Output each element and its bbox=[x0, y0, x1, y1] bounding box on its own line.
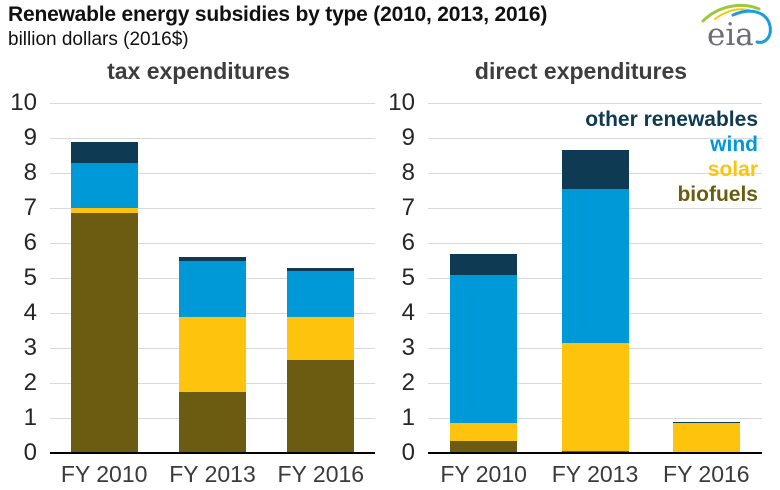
gridline bbox=[50, 173, 375, 174]
logo-swoosh-yellow bbox=[714, 8, 750, 20]
y-tick-label: 3 bbox=[23, 334, 37, 361]
gridline bbox=[50, 243, 375, 244]
y-tick-label: 4 bbox=[401, 299, 415, 326]
y-tick-label: 5 bbox=[23, 264, 37, 291]
bar-segment-other-renewables bbox=[70, 141, 138, 163]
y-tick-label: 4 bbox=[23, 299, 37, 326]
bar-segment-solar bbox=[672, 423, 740, 453]
y-tick-label: 10 bbox=[388, 89, 415, 116]
x-tick-label: FY 2013 bbox=[551, 461, 639, 487]
gridline bbox=[428, 138, 762, 139]
y-tick-label: 6 bbox=[401, 229, 415, 256]
bar-segment-wind bbox=[561, 188, 629, 343]
bar-segment-solar bbox=[70, 208, 138, 214]
x-tick-label: FY 2013 bbox=[169, 461, 256, 487]
panel-title-tax: tax expenditures bbox=[107, 58, 290, 84]
bar-segment-other-renewables bbox=[561, 150, 629, 189]
y-tick-label: 0 bbox=[23, 439, 37, 466]
gridline bbox=[50, 138, 375, 139]
logo-swoosh-green bbox=[701, 3, 761, 23]
eia-logo: eia bbox=[701, 3, 772, 52]
x-axis-line bbox=[428, 452, 762, 454]
legend-entry-other-renewables: other renewables bbox=[585, 108, 758, 131]
y-tick-label: 7 bbox=[401, 194, 415, 221]
x-tick-label: FY 2016 bbox=[663, 461, 750, 487]
chart-subtitle: billion dollars (2016$) bbox=[8, 29, 189, 50]
gridline bbox=[50, 208, 375, 209]
bar-segment-solar bbox=[561, 342, 629, 452]
bar-segment-wind bbox=[179, 260, 246, 317]
x-tick-label: FY 2010 bbox=[60, 461, 148, 487]
legend-entry-solar: solar bbox=[707, 158, 758, 181]
x-tick-label: FY 2016 bbox=[277, 461, 365, 487]
bar-segment-wind bbox=[70, 162, 138, 208]
y-tick-label: 10 bbox=[10, 89, 37, 116]
bar-segment-other-renewables bbox=[287, 267, 355, 271]
chart-legend: other renewables wind solar biofuels bbox=[585, 107, 758, 207]
panel-title-direct: direct expenditures bbox=[474, 58, 688, 84]
x-tick-label: FY 2010 bbox=[440, 461, 527, 487]
bar-segment-solar bbox=[450, 423, 518, 441]
y-tick-label: 3 bbox=[401, 334, 415, 361]
bar-segment-other-renewables bbox=[450, 253, 518, 275]
bar-segment-biofuels bbox=[450, 440, 518, 453]
bar-segment-biofuels bbox=[179, 391, 246, 453]
chart-title: Renewable energy subsidies by type (2010… bbox=[8, 3, 548, 26]
gridline bbox=[50, 103, 375, 104]
bar-segment-other-renewables bbox=[179, 257, 246, 261]
y-tick-label: 7 bbox=[23, 194, 37, 221]
y-tick-label: 8 bbox=[23, 159, 37, 186]
logo-swoosh-blue bbox=[731, 9, 772, 44]
y-tick-label: 0 bbox=[401, 439, 415, 466]
bar-segment-solar bbox=[179, 316, 246, 392]
y-tick-label: 5 bbox=[401, 264, 415, 291]
bar-segment-biofuels bbox=[70, 213, 138, 453]
legend-entry-biofuels: biofuels bbox=[677, 183, 758, 206]
bar-segment-other-renewables bbox=[672, 421, 740, 424]
bar-segment-wind bbox=[450, 274, 518, 424]
logo-text: eia bbox=[707, 17, 754, 52]
y-tick-label: 9 bbox=[401, 124, 415, 151]
bar-segment-wind bbox=[287, 271, 355, 317]
legend-entry-wind: wind bbox=[710, 133, 758, 156]
y-tick-label: 1 bbox=[23, 404, 37, 431]
y-tick-label: 9 bbox=[23, 124, 37, 151]
y-tick-label: 6 bbox=[23, 229, 37, 256]
bar-segment-biofuels bbox=[287, 360, 355, 453]
y-tick-label: 2 bbox=[23, 369, 37, 396]
bar-segment-solar bbox=[287, 316, 355, 361]
y-tick-label: 2 bbox=[401, 369, 415, 396]
gridline bbox=[428, 103, 762, 104]
y-tick-label: 1 bbox=[401, 404, 415, 431]
x-axis-line bbox=[50, 452, 375, 454]
y-tick-label: 8 bbox=[401, 159, 415, 186]
